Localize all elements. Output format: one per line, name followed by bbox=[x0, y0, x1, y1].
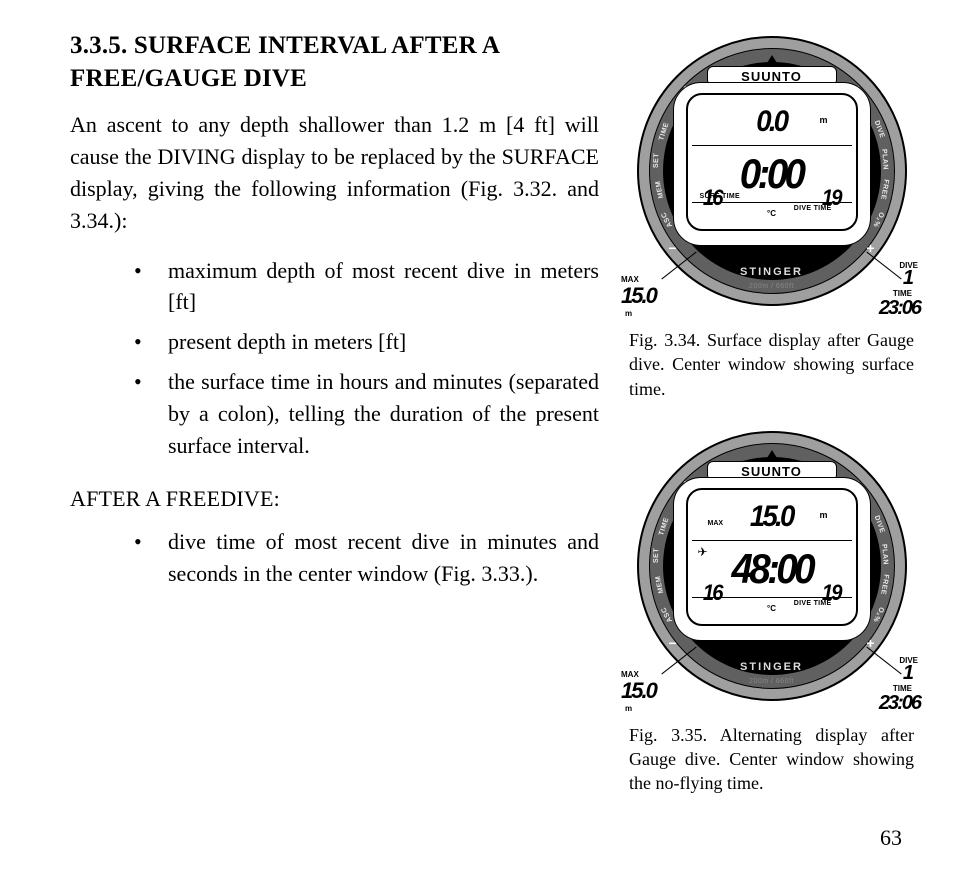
ext-max-unit: m bbox=[625, 704, 632, 713]
list-item: dive time of most recent dive in minutes… bbox=[134, 526, 599, 590]
temp-unit: °C bbox=[767, 209, 776, 218]
minus-icon: − bbox=[669, 635, 677, 651]
text-column: 3.3.5. SURFACE INTERVAL AFTER A FREE/GAU… bbox=[70, 30, 599, 826]
figure-caption: Fig. 3.35. Alternating display after Gau… bbox=[629, 723, 914, 796]
depth-value: 0.0 bbox=[756, 105, 786, 139]
figure-3-35: SUUNTO S M TIME SET MEM ASC DIVE PLAN FR… bbox=[629, 431, 914, 796]
ext-max-value: 15.0 bbox=[621, 283, 656, 309]
model-label: STINGER bbox=[702, 661, 842, 673]
list-item: the surface time in hours and minutes (s… bbox=[134, 366, 599, 462]
bullet-list-2: dive time of most recent dive in minutes… bbox=[134, 526, 599, 590]
intro-paragraph: An ascent to any depth shallower than 1.… bbox=[70, 109, 599, 237]
ext-time-value: 23:06 bbox=[879, 297, 920, 320]
model-label: STINGER bbox=[702, 266, 842, 278]
depth-rating-label: 200m / 660ft bbox=[749, 678, 794, 685]
ext-dive-count: 1 bbox=[903, 662, 912, 685]
center-time-value: 48:00 bbox=[731, 545, 811, 593]
temp-unit: °C bbox=[767, 604, 776, 613]
nofly-icon: ✈ bbox=[698, 545, 708, 559]
temp-left: 16 bbox=[702, 185, 721, 211]
minus-icon: − bbox=[669, 240, 677, 256]
bezel-set: SET bbox=[652, 153, 660, 168]
temp-right: 19 bbox=[822, 185, 841, 211]
figure-column: SUUNTO S M TIME SET MEM ASC DIVE PLAN FR… bbox=[629, 30, 914, 826]
bezel-set: SET bbox=[652, 548, 660, 563]
center-time-value: 0:00 bbox=[740, 150, 803, 198]
bullet-list-1: maximum depth of most recent dive in met… bbox=[134, 255, 599, 462]
figure-caption: Fig. 3.34. Surface display after Gauge d… bbox=[629, 328, 914, 401]
list-item: present depth in meters [ft] bbox=[134, 326, 599, 358]
ext-max-value: 15.0 bbox=[621, 678, 656, 704]
depth-unit: m bbox=[819, 510, 827, 520]
temp-left: 16 bbox=[702, 580, 721, 606]
temp-right: 19 bbox=[822, 580, 841, 606]
sub-heading: AFTER A FREEDIVE: bbox=[70, 486, 599, 512]
page-number: 63 bbox=[880, 825, 902, 851]
ext-time-value: 23:06 bbox=[879, 692, 920, 715]
list-item: maximum depth of most recent dive in met… bbox=[134, 255, 599, 319]
max-label: MAX bbox=[708, 520, 724, 527]
figure-3-34: SUUNTO S M TIME SET MEM ASC DIVE PLAN FR… bbox=[629, 36, 914, 401]
depth-value: 15.0 bbox=[750, 500, 793, 534]
ext-dive-count: 1 bbox=[903, 267, 912, 290]
triangle-up-icon bbox=[767, 55, 777, 63]
depth-unit: m bbox=[819, 115, 827, 125]
depth-rating-label: 200m / 660ft bbox=[749, 283, 794, 290]
triangle-up-icon bbox=[767, 450, 777, 458]
ext-max-unit: m bbox=[625, 309, 632, 318]
section-heading: 3.3.5. SURFACE INTERVAL AFTER A FREE/GAU… bbox=[70, 30, 599, 95]
